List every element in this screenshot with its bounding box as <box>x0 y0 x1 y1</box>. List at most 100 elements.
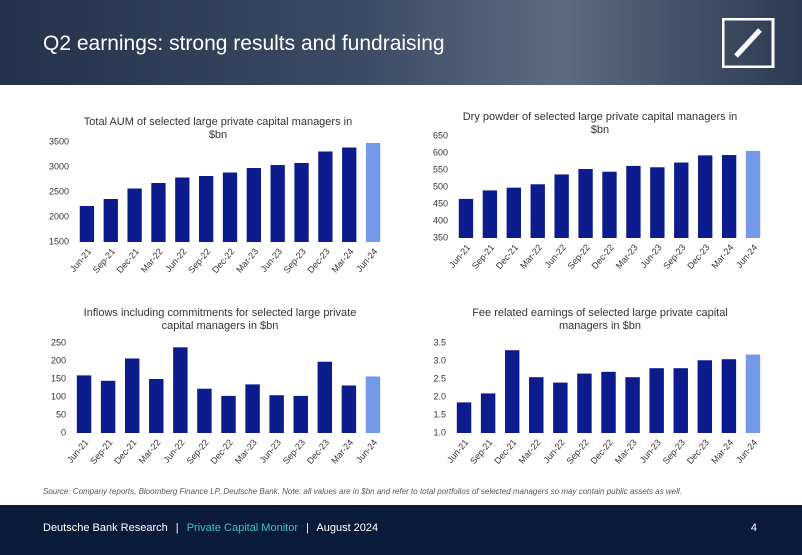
bar <box>674 162 689 238</box>
x-tick-label: Mar-23 <box>234 246 260 274</box>
y-tick-label: 550 <box>433 164 448 174</box>
bar <box>553 382 568 433</box>
y-tick-label: 400 <box>433 215 448 225</box>
y-tick-label: 650 <box>433 130 448 140</box>
x-tick-label: Dec-22 <box>589 437 615 466</box>
x-tick-label: Dec-23 <box>685 242 711 271</box>
bar <box>649 368 664 433</box>
x-tick-label: Jun-21 <box>445 437 470 465</box>
x-tick-label: Jun-22 <box>163 246 188 274</box>
charts: 15002000250030003500Jun-21Sep-21Dec-21Ma… <box>49 130 761 466</box>
x-tick-label: Mar-24 <box>709 437 735 465</box>
x-tick-label: Mar-23 <box>614 242 640 270</box>
x-tick-label: Mar-22 <box>137 437 163 465</box>
x-tick-label: Mar-24 <box>330 246 356 274</box>
bar <box>221 395 236 433</box>
y-tick-label: 2000 <box>49 211 69 221</box>
x-tick-label: Sep-23 <box>282 246 308 275</box>
bar <box>504 350 520 433</box>
bar <box>269 395 284 433</box>
bar <box>245 384 260 433</box>
page-number: 4 <box>750 522 757 534</box>
x-tick-label: Sep-22 <box>184 437 210 466</box>
bar <box>317 361 333 433</box>
bar <box>673 368 688 433</box>
x-tick-label: Dec-22 <box>210 246 236 275</box>
bar <box>173 347 188 433</box>
x-tick-label: Sep-23 <box>281 437 307 466</box>
bar <box>293 395 308 433</box>
bar <box>270 165 285 242</box>
x-tick-label: Mar-22 <box>139 246 165 274</box>
bar <box>100 380 116 433</box>
x-tick-label: Mar-23 <box>613 437 639 465</box>
bar <box>650 167 665 238</box>
bar <box>480 393 496 433</box>
chart-title: Total AUM of selected large private capi… <box>83 116 353 141</box>
x-tick-label: Jun-23 <box>638 242 663 270</box>
x-tick-label: Sep-21 <box>88 437 114 466</box>
y-tick-label: 1.5 <box>433 409 446 419</box>
bar <box>482 190 498 238</box>
bar <box>601 371 616 433</box>
x-tick-label: Jun-24 <box>734 437 759 465</box>
x-tick-label: Mar-24 <box>709 242 735 270</box>
x-tick-label: Dec-22 <box>209 437 235 466</box>
bar <box>151 183 166 242</box>
bar <box>149 379 164 433</box>
x-tick-label: Jun-22 <box>543 242 568 270</box>
bar <box>554 174 569 238</box>
chart-title: Inflows including commitments for select… <box>83 307 357 332</box>
bar <box>456 402 472 433</box>
bar <box>76 375 92 433</box>
y-tick-label: 2500 <box>49 186 69 196</box>
x-tick-label: Mar-24 <box>329 437 355 465</box>
bar <box>745 150 761 238</box>
y-tick-label: 500 <box>433 181 448 191</box>
logo <box>722 18 775 68</box>
x-tick-label: Sep-21 <box>468 437 494 466</box>
x-tick-label: Sep-22 <box>564 437 590 466</box>
x-tick-label: Dec-21 <box>492 437 518 466</box>
y-tick-label: 600 <box>433 147 448 157</box>
x-tick-label: Jun-24 <box>354 246 379 274</box>
y-tick-label: 2.0 <box>433 391 446 401</box>
y-tick-label: 3.0 <box>433 355 446 365</box>
x-tick-label: Mar-23 <box>233 437 259 465</box>
x-tick-label: Sep-21 <box>91 246 117 275</box>
y-tick-label: 450 <box>433 198 448 208</box>
y-tick-label: 1500 <box>49 236 69 246</box>
x-tick-label: Sep-21 <box>470 242 496 271</box>
y-tick-label: 3.5 <box>433 337 446 347</box>
footer-date: August 2024 <box>316 522 379 534</box>
bar <box>745 354 761 433</box>
x-tick-label: Dec-21 <box>494 242 520 271</box>
bar <box>127 188 142 242</box>
x-tick-label: Mar-22 <box>517 437 543 465</box>
bar <box>199 176 214 242</box>
y-tick-label: 200 <box>51 355 66 365</box>
x-tick-label: Jun-21 <box>68 246 93 274</box>
bar <box>294 163 309 242</box>
x-tick-label: Jun-23 <box>259 246 284 274</box>
x-tick-label: Dec-22 <box>590 242 616 271</box>
bar <box>103 199 118 242</box>
bar <box>529 377 544 433</box>
x-tick-label: Jun-23 <box>258 437 283 465</box>
x-tick-label: Sep-23 <box>661 437 687 466</box>
bar <box>578 168 593 238</box>
bar <box>318 151 333 242</box>
bar <box>602 171 617 238</box>
footer: Deutsche Bank Research | Private Capital… <box>0 505 802 555</box>
bar <box>721 359 737 433</box>
bar <box>175 177 190 242</box>
y-tick-label: 3500 <box>49 136 69 146</box>
slide-title: Q2 earnings: strong results and fundrais… <box>43 32 445 55</box>
source-note: Source: Company reports, Bloomberg Finan… <box>43 487 682 496</box>
x-tick-label: Jun-24 <box>354 437 379 465</box>
x-tick-label: Sep-22 <box>186 246 212 275</box>
bar <box>577 373 592 433</box>
x-tick-label: Jun-24 <box>734 242 759 270</box>
bar <box>197 388 212 433</box>
bar <box>365 376 381 433</box>
